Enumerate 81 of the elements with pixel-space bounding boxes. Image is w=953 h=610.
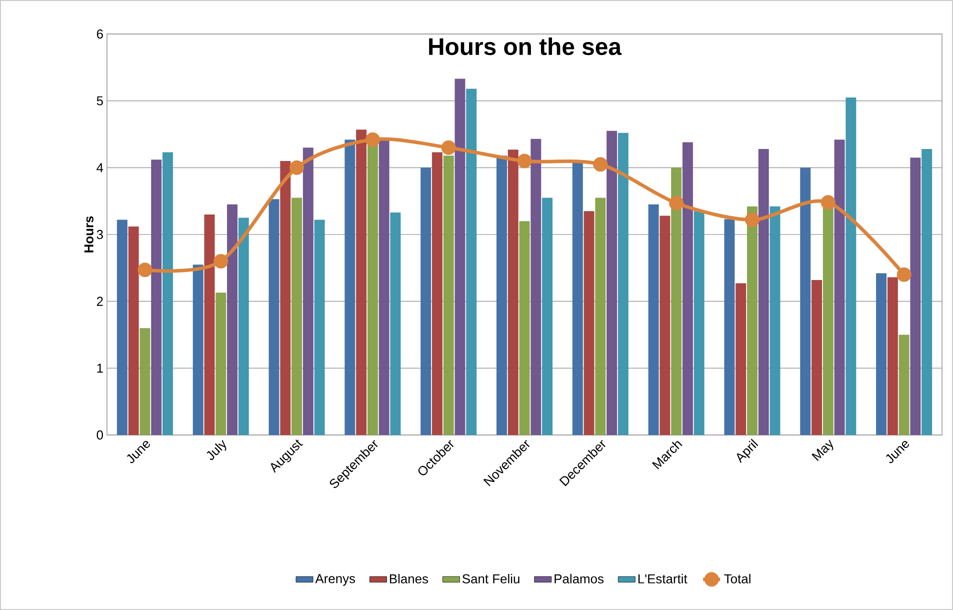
legend-label: L'Estartit [638, 574, 688, 584]
bar [508, 150, 518, 435]
y-tick-label: 1 [97, 364, 103, 373]
bar [876, 273, 887, 435]
point [593, 157, 608, 172]
bar [420, 168, 432, 435]
bar [344, 140, 356, 435]
bar [292, 198, 302, 435]
legend-label: Sant Feliu [462, 574, 520, 584]
bar [128, 226, 139, 435]
chart-title: Hours on the sea [429, 38, 622, 56]
bar [390, 212, 401, 435]
bar [682, 142, 693, 435]
point [896, 267, 912, 282]
point [820, 195, 836, 210]
bar [238, 218, 249, 435]
bar [216, 292, 226, 435]
bar [606, 130, 618, 435]
legend-label: Arenys [315, 574, 356, 586]
bar [724, 219, 735, 435]
bar [466, 88, 477, 435]
bar [140, 328, 150, 435]
y-tick-label: 2 [96, 296, 103, 306]
bar [846, 97, 856, 435]
point [517, 154, 532, 168]
point [214, 254, 228, 268]
x-tick-label: May [812, 440, 834, 461]
bar [584, 211, 594, 435]
bar [887, 277, 898, 435]
bar [660, 216, 670, 435]
y-tick-label: 3 [96, 230, 103, 240]
y-tick-label: 5 [96, 96, 103, 106]
bar [770, 206, 780, 435]
bar [519, 221, 530, 435]
bar [227, 204, 238, 435]
point [744, 212, 760, 228]
x-tick-label: July [206, 440, 226, 460]
bar [192, 264, 204, 435]
bar [747, 206, 758, 435]
legend-label: Blanes [390, 574, 428, 584]
point [290, 160, 304, 175]
bar [280, 160, 291, 435]
bar [367, 144, 378, 435]
y-tick-label: 0 [96, 430, 103, 440]
bar [151, 160, 162, 435]
bar [834, 140, 845, 435]
point [441, 140, 456, 155]
bar [694, 211, 704, 435]
y-tick-label: 4 [96, 163, 104, 172]
bar [572, 162, 583, 435]
point [365, 132, 380, 147]
bar [314, 220, 325, 435]
legend-label: Palamos [554, 574, 604, 584]
bar [800, 168, 811, 435]
legend-label: Total [724, 574, 750, 584]
bar [595, 198, 606, 435]
bar [910, 158, 921, 435]
bar [618, 132, 628, 435]
bar [671, 168, 682, 435]
bar [268, 199, 280, 435]
point [138, 262, 152, 278]
bar [432, 152, 442, 435]
bar [812, 280, 822, 435]
bar [898, 334, 910, 435]
point [669, 196, 684, 210]
bar [530, 138, 542, 435]
bar [162, 152, 173, 435]
bar [922, 148, 932, 435]
bar [758, 148, 769, 435]
bar [542, 198, 553, 435]
bar [736, 283, 746, 435]
y-tick-label: 6 [96, 29, 103, 39]
bar [496, 156, 507, 435]
bar [648, 204, 659, 435]
bar [302, 148, 314, 435]
bar [204, 214, 215, 435]
bar [443, 156, 454, 435]
y-axis-title: Hours [84, 216, 94, 252]
bar [356, 130, 367, 435]
bar [454, 78, 466, 435]
bar [116, 220, 128, 435]
